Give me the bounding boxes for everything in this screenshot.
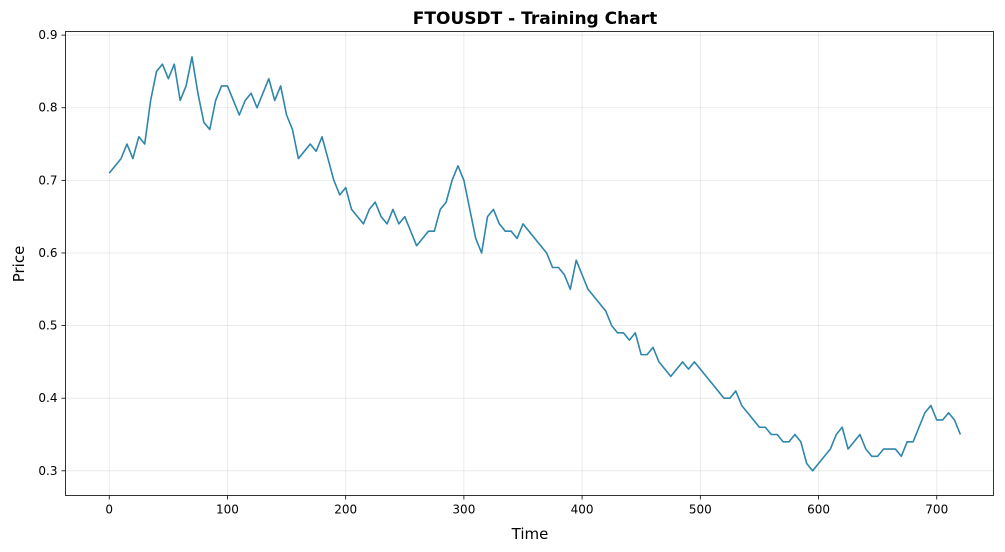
- x-tick-label: 200: [334, 503, 357, 517]
- x-tick-label: 700: [925, 503, 948, 517]
- x-tick-label: 400: [571, 503, 594, 517]
- y-tick-label: 0.6: [38, 246, 57, 260]
- grid-lines: [65, 31, 994, 496]
- y-tick: 0.9: [38, 28, 66, 42]
- y-axis-label: Price: [10, 246, 28, 283]
- y-tick-label: 0.3: [38, 464, 57, 478]
- series-layer: [108, 56, 962, 472]
- chart-title: FTOUSDT - Training Chart: [413, 9, 657, 29]
- y-tick-label: 0.9: [38, 28, 57, 42]
- x-axis-label: Time: [511, 525, 549, 543]
- x-tick: 100: [216, 495, 239, 517]
- x-tick: 200: [334, 495, 357, 517]
- x-tick-label: 600: [807, 503, 830, 517]
- x-axis: 0 100 200 300 400 500 600 700: [105, 495, 948, 517]
- y-tick: 0.3: [38, 464, 66, 478]
- y-tick: 0.4: [38, 391, 66, 405]
- y-tick-label: 0.5: [38, 319, 57, 333]
- price-series-line: [108, 56, 962, 472]
- y-tick-label: 0.4: [38, 391, 57, 405]
- plot-frame: [65, 31, 994, 496]
- y-tick-label: 0.7: [38, 173, 57, 187]
- y-tick: 0.6: [38, 246, 66, 260]
- x-tick-label: 100: [216, 503, 239, 517]
- x-tick: 400: [571, 495, 594, 517]
- x-tick: 600: [807, 495, 830, 517]
- x-tick: 500: [689, 495, 712, 517]
- y-axis: 0.3 0.4 0.5 0.6 0.7 0.8 0.9: [38, 28, 66, 478]
- y-tick-label: 0.8: [38, 101, 57, 115]
- x-tick-label: 300: [452, 503, 475, 517]
- x-tick-label: 0: [105, 503, 113, 517]
- x-tick: 700: [925, 495, 948, 517]
- y-tick: 0.7: [38, 173, 66, 187]
- x-tick: 300: [452, 495, 475, 517]
- y-tick: 0.5: [38, 319, 66, 333]
- x-tick-label: 500: [689, 503, 712, 517]
- y-tick: 0.8: [38, 101, 66, 115]
- x-tick: 0: [105, 495, 113, 517]
